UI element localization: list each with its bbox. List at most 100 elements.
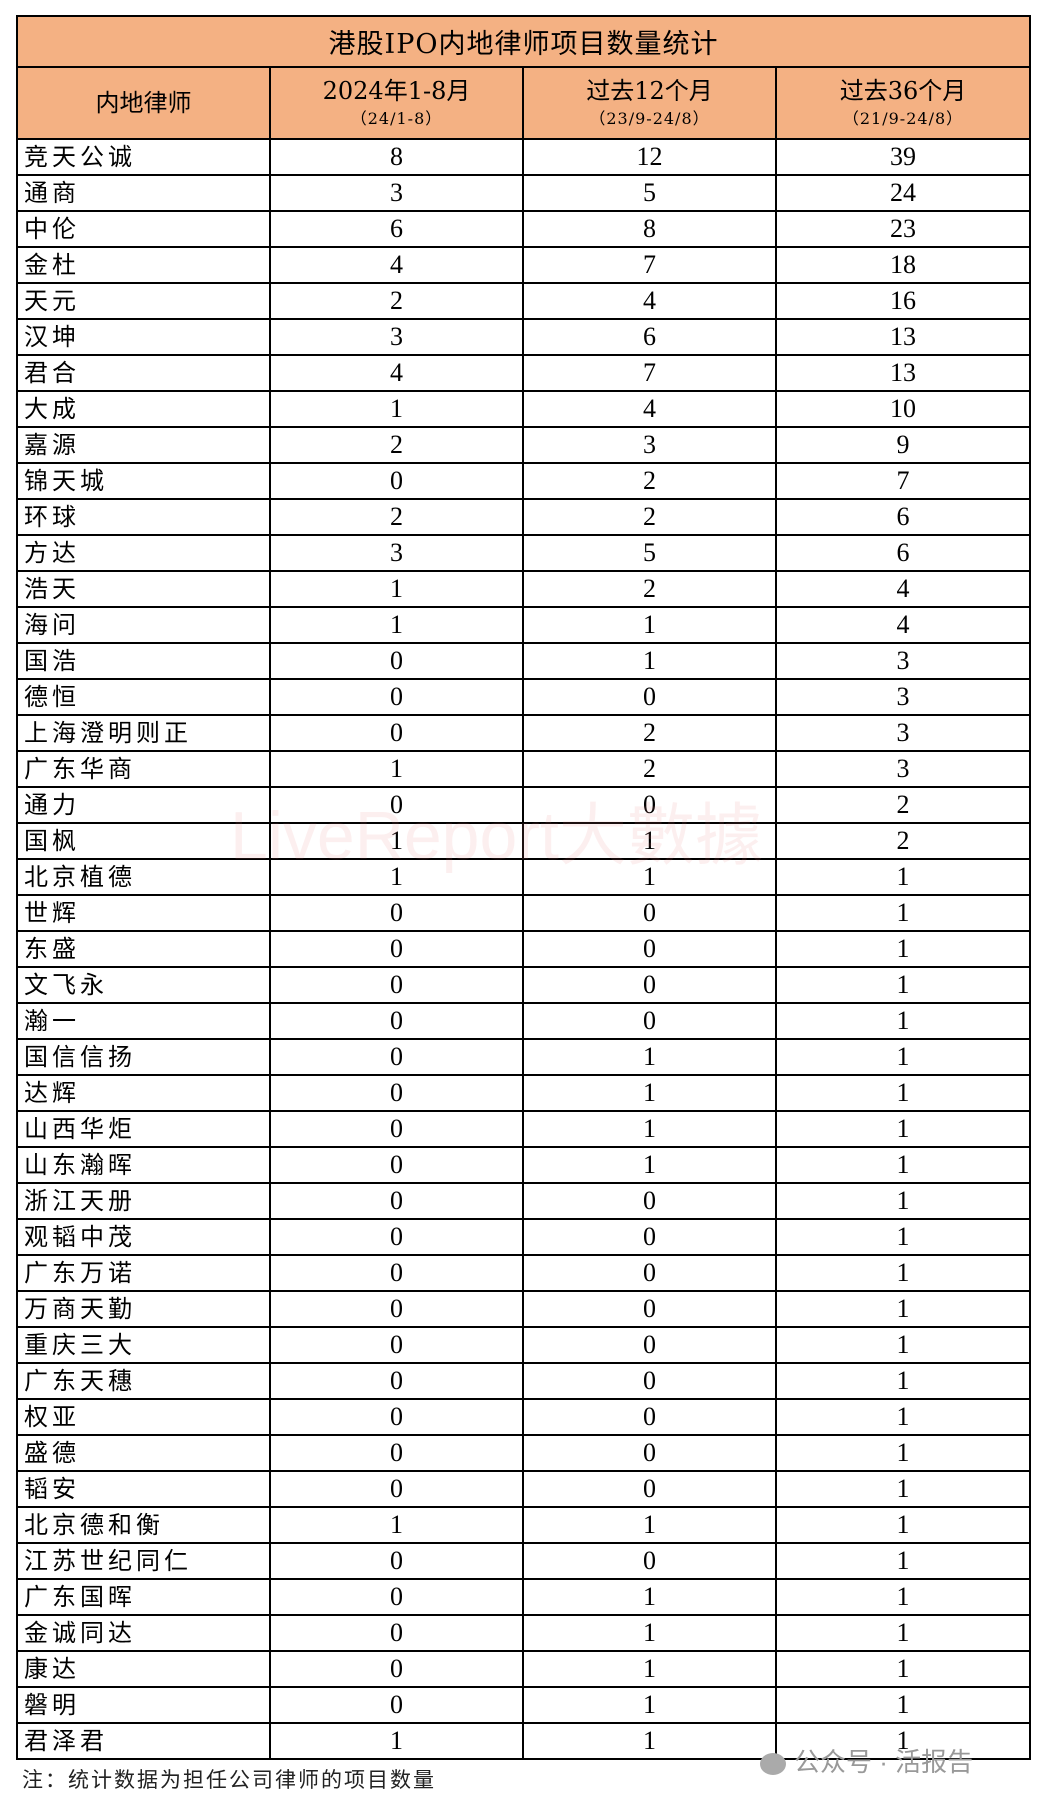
count-cell: 1 xyxy=(774,1146,1032,1184)
table-row: 权亚 0 0 1 xyxy=(16,1398,1032,1436)
table-row: 重庆三大 0 0 1 xyxy=(16,1326,1032,1364)
count-cell: 1 xyxy=(774,1002,1032,1040)
count-cell: 1 xyxy=(774,858,1032,896)
count-cell: 0 xyxy=(269,714,524,752)
table-row: 环球 2 2 6 xyxy=(16,498,1032,536)
count-cell: 0 xyxy=(522,1542,777,1580)
table-row: 韬安 0 0 1 xyxy=(16,1470,1032,1508)
count-cell: 6 xyxy=(522,318,777,356)
count-cell: 2 xyxy=(522,570,777,608)
lawyer-name: 权亚 xyxy=(16,1398,271,1436)
count-cell: 3 xyxy=(269,534,524,572)
table-row: 金杜 4 7 18 xyxy=(16,246,1032,284)
count-cell: 5 xyxy=(522,174,777,212)
count-cell: 0 xyxy=(269,1362,524,1400)
count-cell: 0 xyxy=(522,930,777,968)
count-cell: 18 xyxy=(774,246,1032,284)
count-cell: 0 xyxy=(522,678,777,716)
count-cell: 0 xyxy=(522,1182,777,1220)
table-row: 东盛 0 0 1 xyxy=(16,930,1032,968)
count-cell: 0 xyxy=(269,1578,524,1616)
count-cell: 0 xyxy=(269,1110,524,1148)
count-cell: 3 xyxy=(774,678,1032,716)
lawyer-name: 君泽君 xyxy=(16,1722,271,1760)
count-cell: 4 xyxy=(522,390,777,428)
count-cell: 0 xyxy=(269,1470,524,1508)
lawyer-name: 广东国晖 xyxy=(16,1578,271,1616)
count-cell: 1 xyxy=(269,1506,524,1544)
count-cell: 1 xyxy=(774,1254,1032,1292)
table-row: 浩天 1 2 4 xyxy=(16,570,1032,608)
count-cell: 8 xyxy=(522,210,777,248)
count-cell: 1 xyxy=(774,1326,1032,1364)
table-row: 大成 1 4 10 xyxy=(16,390,1032,428)
source-badge: 公众号 · 活报告 xyxy=(760,1742,973,1779)
table-row: 达辉 0 1 1 xyxy=(16,1074,1032,1112)
wechat-icon xyxy=(760,1753,786,1776)
count-cell: 0 xyxy=(269,1398,524,1436)
count-cell: 8 xyxy=(269,138,524,176)
count-cell: 1 xyxy=(522,1506,777,1544)
count-cell: 1 xyxy=(522,1038,777,1076)
table-row: 广东万诺 0 0 1 xyxy=(16,1254,1032,1292)
table-row: 浙江天册 0 0 1 xyxy=(16,1182,1032,1220)
count-cell: 5 xyxy=(522,534,777,572)
lawyer-name: 国信信扬 xyxy=(16,1038,271,1076)
lawyer-name: 竞天公诚 xyxy=(16,138,271,176)
table-row: 山东瀚晖 0 1 1 xyxy=(16,1146,1032,1184)
count-cell: 1 xyxy=(774,894,1032,932)
table-row: 康达 0 1 1 xyxy=(16,1650,1032,1688)
count-cell: 4 xyxy=(774,570,1032,608)
lawyer-name: 达辉 xyxy=(16,1074,271,1112)
count-cell: 1 xyxy=(522,1578,777,1616)
count-cell: 0 xyxy=(269,966,524,1004)
lawyer-name: 浙江天册 xyxy=(16,1182,271,1220)
count-cell: 1 xyxy=(774,1542,1032,1580)
count-cell: 1 xyxy=(774,1074,1032,1112)
count-cell: 9 xyxy=(774,426,1032,464)
count-cell: 0 xyxy=(522,1470,777,1508)
count-cell: 1 xyxy=(774,1182,1032,1220)
count-cell: 1 xyxy=(774,1506,1032,1544)
lawyer-name: 山西华炬 xyxy=(16,1110,271,1148)
count-cell: 2 xyxy=(774,822,1032,860)
count-cell: 0 xyxy=(269,1542,524,1580)
lawyer-name: 江苏世纪同仁 xyxy=(16,1542,271,1580)
count-cell: 0 xyxy=(269,1038,524,1076)
count-cell: 0 xyxy=(522,966,777,1004)
lawyer-name: 天元 xyxy=(16,282,271,320)
count-cell: 1 xyxy=(774,930,1032,968)
table-row: 北京德和衡 1 1 1 xyxy=(16,1506,1032,1544)
count-cell: 0 xyxy=(522,1362,777,1400)
count-cell: 0 xyxy=(269,1074,524,1112)
count-cell: 1 xyxy=(774,1398,1032,1436)
count-cell: 1 xyxy=(774,1218,1032,1256)
count-cell: 24 xyxy=(774,174,1032,212)
lawyer-name: 汉坤 xyxy=(16,318,271,356)
table-row: 国信信扬 0 1 1 xyxy=(16,1038,1032,1076)
count-cell: 2 xyxy=(522,498,777,536)
lawyer-name: 万商天勤 xyxy=(16,1290,271,1328)
lawyer-name: 瀚一 xyxy=(16,1002,271,1040)
count-cell: 23 xyxy=(774,210,1032,248)
table-row: 竞天公诚 8 12 39 xyxy=(16,138,1032,176)
count-cell: 1 xyxy=(774,1470,1032,1508)
table-row: 观韬中茂 0 0 1 xyxy=(16,1218,1032,1256)
lawyer-name: 金杜 xyxy=(16,246,271,284)
lawyer-name: 广东天穗 xyxy=(16,1362,271,1400)
table-row: 广东国晖 0 1 1 xyxy=(16,1578,1032,1616)
lawyer-name: 广东华商 xyxy=(16,750,271,788)
count-cell: 3 xyxy=(269,174,524,212)
count-cell: 0 xyxy=(522,1290,777,1328)
lawyer-name: 观韬中茂 xyxy=(16,1218,271,1256)
count-cell: 1 xyxy=(774,1038,1032,1076)
count-cell: 0 xyxy=(522,894,777,932)
count-cell: 2 xyxy=(522,750,777,788)
count-cell: 1 xyxy=(774,1686,1032,1724)
lawyer-name: 浩天 xyxy=(16,570,271,608)
table-row: 磐明 0 1 1 xyxy=(16,1686,1032,1724)
count-cell: 16 xyxy=(774,282,1032,320)
count-cell: 0 xyxy=(269,1326,524,1364)
count-cell: 1 xyxy=(774,1614,1032,1652)
table-row: 广东天穗 0 0 1 xyxy=(16,1362,1032,1400)
